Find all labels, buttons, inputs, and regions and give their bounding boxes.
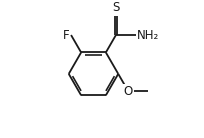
Text: F: F (63, 29, 70, 42)
Text: O: O (124, 85, 133, 98)
Text: S: S (112, 1, 120, 14)
Text: NH₂: NH₂ (137, 29, 159, 42)
